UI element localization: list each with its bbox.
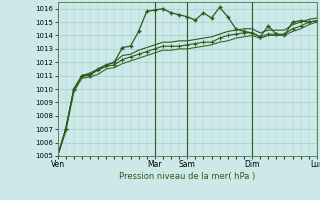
- X-axis label: Pression niveau de la mer( hPa ): Pression niveau de la mer( hPa ): [119, 172, 255, 181]
